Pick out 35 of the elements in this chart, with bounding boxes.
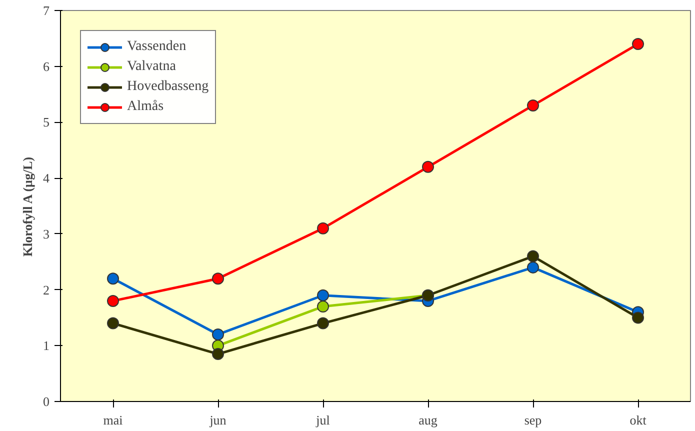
- point: [317, 317, 329, 330]
- x-tick-label: okt: [630, 412, 647, 428]
- point: [212, 272, 224, 285]
- y-tick-label: 7: [43, 3, 50, 18]
- point: [107, 294, 119, 307]
- y-tick-label: 5: [43, 114, 50, 130]
- point: [317, 289, 329, 302]
- point: [527, 261, 539, 274]
- point: [422, 160, 434, 173]
- x-tick-label: jun: [208, 412, 227, 428]
- point: [212, 328, 224, 340]
- legend-label: Hovedbasseng: [127, 78, 209, 96]
- x-tick-label: sep: [524, 412, 542, 428]
- y-axis-title: Klorofyll A (µg/L): [20, 156, 35, 257]
- y-tick-label: 1: [43, 338, 50, 354]
- x-tick-label: mai: [103, 412, 124, 428]
- point: [632, 312, 644, 324]
- point: [317, 222, 329, 234]
- y-tick-label: 3: [43, 226, 50, 242]
- point: [527, 99, 539, 112]
- legend-label: Vassenden: [127, 38, 186, 56]
- point: [317, 300, 329, 313]
- y-tick-label: 4: [43, 170, 50, 186]
- x-tick-label: aug: [418, 412, 438, 428]
- legend-label: Almås: [127, 98, 164, 116]
- point: [107, 272, 119, 285]
- point: [107, 317, 119, 330]
- y-tick-label: 0: [43, 394, 50, 409]
- point: [527, 250, 539, 262]
- point: [632, 38, 644, 50]
- y-tick-label: 6: [43, 58, 50, 74]
- x-tick-label: jul: [315, 412, 330, 428]
- legend-label: Valvatna: [127, 58, 176, 76]
- point: [212, 348, 224, 360]
- y-tick-label: 2: [43, 282, 50, 298]
